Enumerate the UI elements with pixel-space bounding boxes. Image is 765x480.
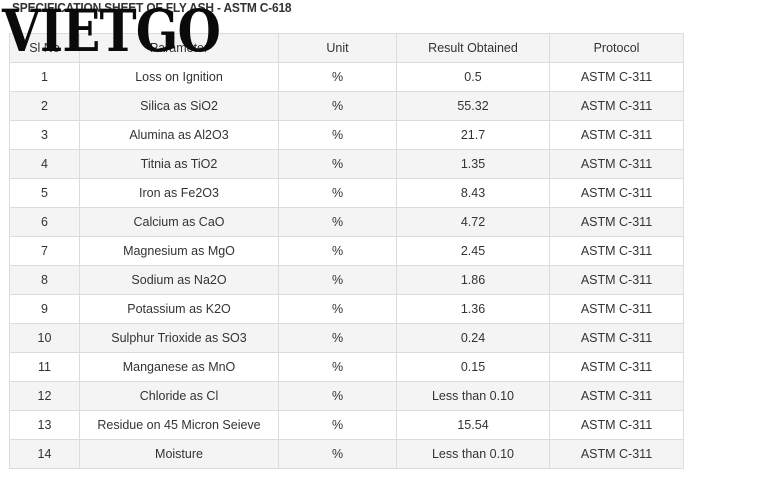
sl-no-cell: 6 [9,207,80,237]
sl-no-cell: 9 [9,294,80,324]
sl-no-cell: 14 [9,439,80,469]
sl-no-cell: 5 [9,178,80,208]
table-row: 10 Sulphur Trioxide as SO3% 0.24 ASTM C-311 [9,323,684,353]
table-row: 13 Residue on 45 Micron Seieve% 15.54 ASTM … [9,410,684,440]
unit-cell: % [278,381,397,411]
sl-no-cell: 1 [9,62,80,92]
table-row: 1 Loss on Ignition% 0.5 ASTM C-311 [9,62,684,92]
vietgo-logo: VIETGO [2,0,221,65]
parameter-cell: Alumina as Al2O3 [79,120,279,150]
sheet-title: SPECIFICATION SHEET OF FLY ASH - ASTM C-… [12,0,292,15]
protocol-cell: ASTM C-311 [549,236,684,266]
protocol-cell: ASTM C-311 [549,323,684,353]
unit-cell: % [278,294,397,324]
table-row: 6 Calcium as CaO% 4.72 ASTM C-311 [9,207,684,237]
parameter-cell: Chloride as Cl [79,381,279,411]
parameter-cell: Titnia as TiO2 [79,149,279,179]
result-cell: 0.5 [396,62,550,92]
result-cell: 55.32 [396,91,550,121]
sl-no-cell: 4 [9,149,80,179]
parameter-cell: Potassium as K2O [79,294,279,324]
result-cell: 2.45 [396,236,550,266]
parameter-cell: Sulphur Trioxide as SO3 [79,323,279,353]
result-cell: Less than 0.10 [396,381,550,411]
sl-no-cell: 3 [9,120,80,150]
sl-no-cell: 2 [9,91,80,121]
header-protocol: Protocol [549,33,684,63]
protocol-cell: ASTM C-311 [549,62,684,92]
protocol-cell: ASTM C-311 [549,91,684,121]
result-cell: 0.24 [396,323,550,353]
header-parameter: Parameter [79,33,279,63]
table-row: 4 Titnia as TiO2% 1.35 ASTM C-311 [9,149,684,179]
unit-cell: % [278,149,397,179]
header-result-obtained: Result Obtained [396,33,550,63]
result-cell: 1.36 [396,294,550,324]
unit-cell: % [278,265,397,295]
specification-table: Sl No Parameter Unit Result Obtained Pro… [9,33,684,469]
parameter-cell: Iron as Fe2O3 [79,178,279,208]
parameter-cell: Calcium as CaO [79,207,279,237]
protocol-cell: ASTM C-311 [549,178,684,208]
sl-no-cell: 7 [9,236,80,266]
unit-cell: % [278,410,397,440]
protocol-cell: ASTM C-311 [549,410,684,440]
result-cell: 21.7 [396,120,550,150]
result-cell: 0.15 [396,352,550,382]
protocol-cell: ASTM C-311 [549,381,684,411]
unit-cell: % [278,62,397,92]
protocol-cell: ASTM C-311 [549,149,684,179]
sl-no-cell: 10 [9,323,80,353]
unit-cell: % [278,91,397,121]
sl-no-cell: 11 [9,352,80,382]
sl-no-cell: 8 [9,265,80,295]
protocol-cell: ASTM C-311 [549,120,684,150]
protocol-cell: ASTM C-311 [549,439,684,469]
unit-cell: % [278,178,397,208]
result-cell: 1.35 [396,149,550,179]
parameter-cell: Silica as SiO2 [79,91,279,121]
protocol-cell: ASTM C-311 [549,265,684,295]
table-row: 12 Chloride as Cl% Less than 0.10 ASTM C-31… [9,381,684,411]
parameter-cell: Sodium as Na2O [79,265,279,295]
sl-no-cell: 12 [9,381,80,411]
table-row: 5 Iron as Fe2O3% 8.43 ASTM C-311 [9,178,684,208]
unit-cell: % [278,236,397,266]
unit-cell: % [278,352,397,382]
header-unit: Unit [278,33,397,63]
protocol-cell: ASTM C-311 [549,207,684,237]
result-cell: 1.86 [396,265,550,295]
protocol-cell: ASTM C-311 [549,294,684,324]
unit-cell: % [278,207,397,237]
parameter-cell: Loss on Ignition [79,62,279,92]
protocol-cell: ASTM C-311 [549,352,684,382]
table-row: 3 Alumina as Al2O3% 21.7 ASTM C-311 [9,120,684,150]
table-row: 7 Magnesium as MgO% 2.45 ASTM C-311 [9,236,684,266]
table-header-row: Sl No Parameter Unit Result Obtained Pro… [9,33,684,63]
unit-cell: % [278,439,397,469]
table-row: 9 Potassium as K2O% 1.36 ASTM C-311 [9,294,684,324]
result-cell: Less than 0.10 [396,439,550,469]
parameter-cell: Manganese as MnO [79,352,279,382]
unit-cell: % [278,120,397,150]
result-cell: 4.72 [396,207,550,237]
sl-no-cell: 13 [9,410,80,440]
result-cell: 15.54 [396,410,550,440]
table-row: 11 Manganese as MnO% 0.15 ASTM C-311 [9,352,684,382]
table-row: 14 Moisture% Less than 0.10 ASTM C-311 [9,439,684,469]
parameter-cell: Magnesium as MgO [79,236,279,266]
parameter-cell: Moisture [79,439,279,469]
table-row: 2 Silica as SiO2% 55.32 ASTM C-311 [9,91,684,121]
result-cell: 8.43 [396,178,550,208]
table-row: 8 Sodium as Na2O% 1.86 ASTM C-311 [9,265,684,295]
unit-cell: % [278,323,397,353]
parameter-cell: Residue on 45 Micron Seieve [79,410,279,440]
